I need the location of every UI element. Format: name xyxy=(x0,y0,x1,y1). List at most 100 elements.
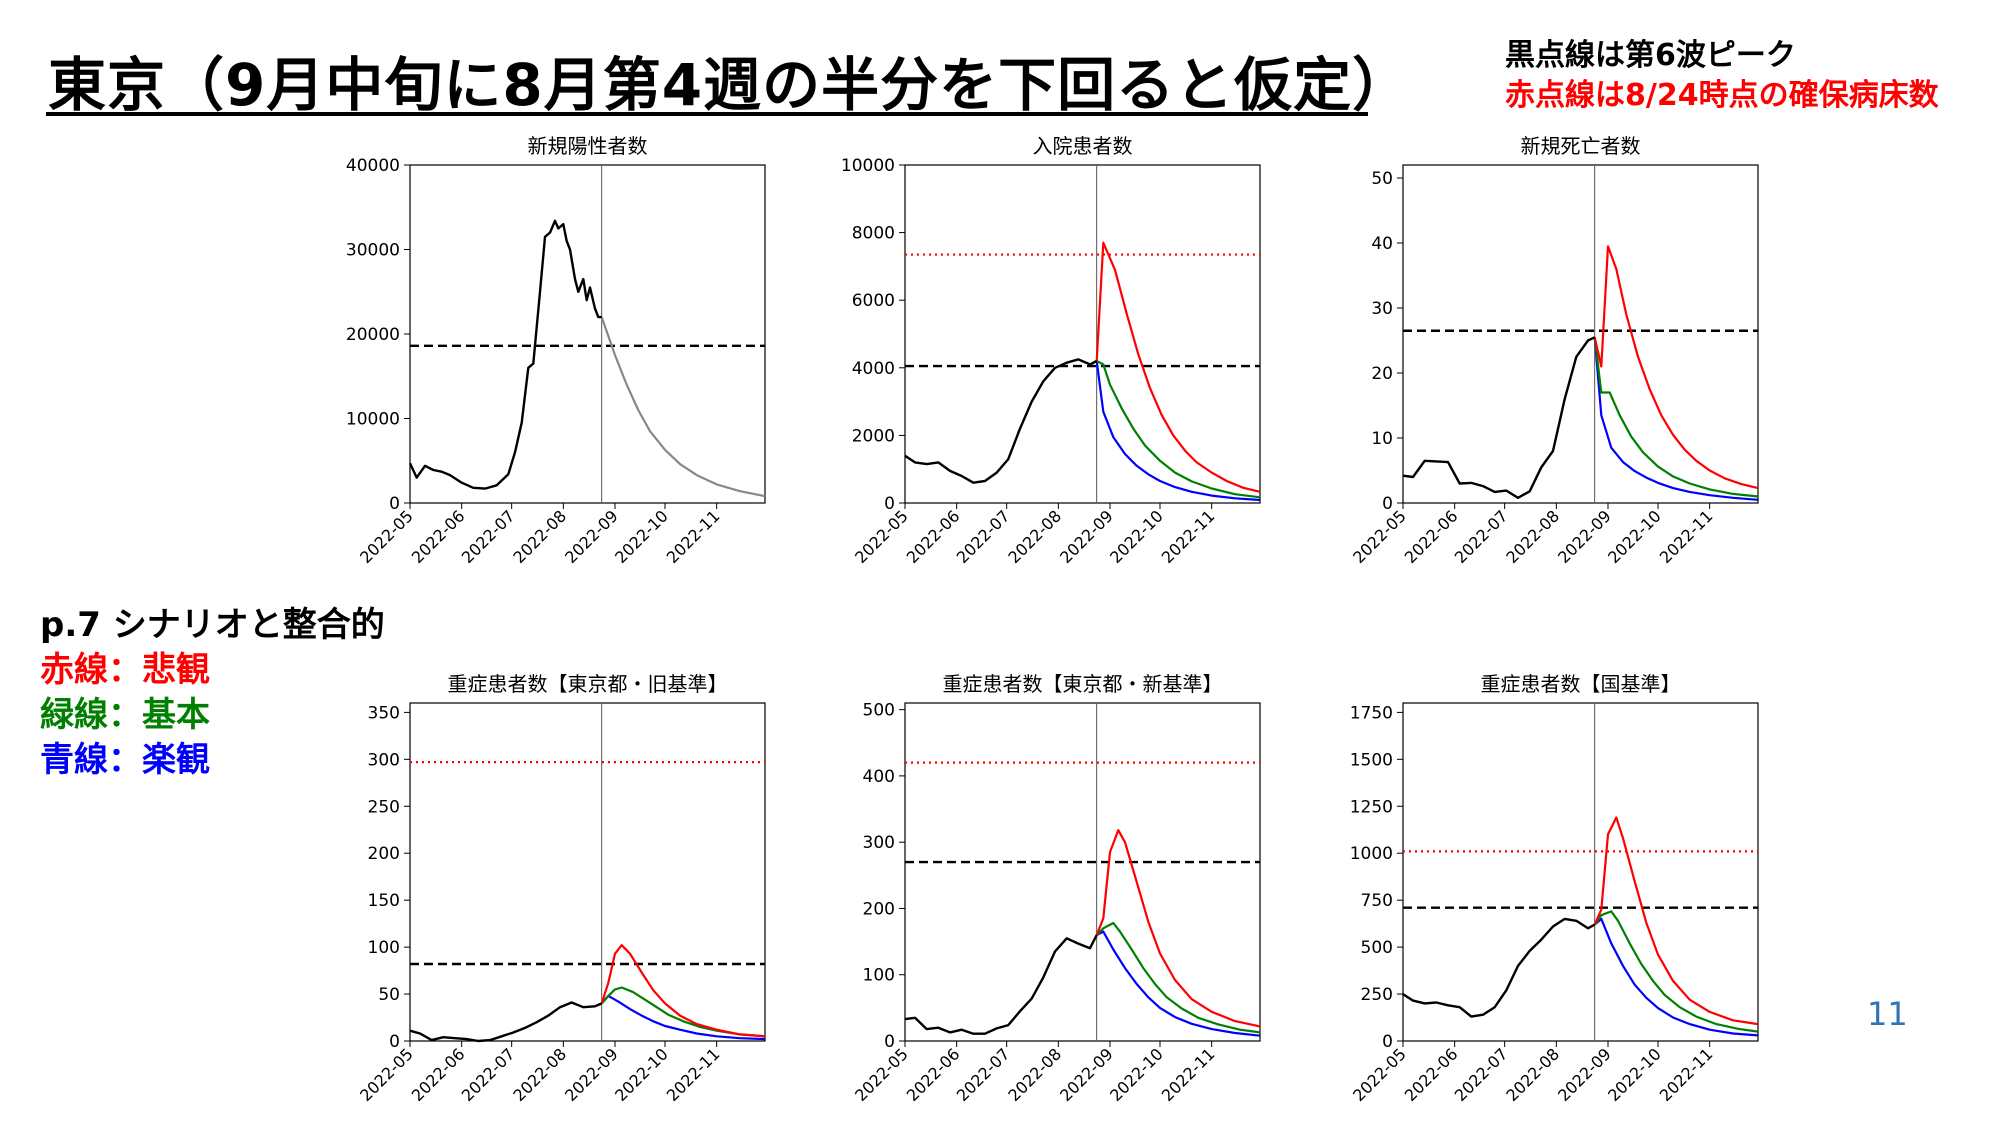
x-tick-label: 2022-06 xyxy=(1401,1044,1462,1105)
y-tick-label: 8000 xyxy=(852,224,895,244)
y-tick-label: 250 xyxy=(1361,985,1393,1005)
y-tick-label: 300 xyxy=(863,833,895,853)
series-optimistic xyxy=(1095,360,1261,502)
y-tick-label: 40000 xyxy=(346,156,400,176)
chart-4: 重症患者数【東京都・旧基準】 0 50 100 150 200 250 300 350 2022-… xyxy=(356,672,766,1105)
x-tick-label: 2022-09 xyxy=(1056,1044,1117,1105)
series-pessimistic xyxy=(1593,245,1759,490)
plot-frame xyxy=(904,702,1261,1042)
chart-5: 重症患者数【東京都・新基準】01002003004005002022-05202… xyxy=(851,672,1261,1105)
x-tick-label: 2022-08 xyxy=(1004,1044,1065,1105)
series-pessimistic xyxy=(1095,829,1261,1028)
x-tick-label: 2022-10 xyxy=(611,1044,672,1105)
x-tick-label: 2022-09 xyxy=(561,1044,622,1105)
x-tick-label: 2022-08 xyxy=(1502,506,1563,567)
y-tick-label: 1000 xyxy=(1350,844,1393,864)
series-optimistic xyxy=(600,994,766,1041)
chart-title: 新規死亡者数 xyxy=(1521,134,1641,158)
x-tick-label: 2022-06 xyxy=(408,1044,469,1105)
x-tick-label: 2022-07 xyxy=(458,1044,519,1105)
y-tick-label: 10000 xyxy=(841,156,895,176)
y-tick-label: 20 xyxy=(1371,364,1393,384)
x-tick-label: 2022-08 xyxy=(1004,506,1065,567)
x-tick-label: 2022-08 xyxy=(509,1044,570,1105)
x-tick-label: 2022-06 xyxy=(1401,506,1462,567)
series-baseline xyxy=(1593,337,1759,498)
y-tick-label: 1750 xyxy=(1350,703,1393,723)
x-tick-label: 2022-11 xyxy=(1158,506,1219,567)
y-tick-label: 10 xyxy=(1371,429,1393,449)
legend-optimistic: 青線：楽観 xyxy=(40,740,210,780)
x-tick-label: 2022-10 xyxy=(1106,506,1167,567)
y-tick-label: 400 xyxy=(863,767,895,787)
plot-frame xyxy=(409,164,766,504)
y-tick-label: 200 xyxy=(368,844,400,864)
series-observed xyxy=(408,219,602,490)
y-tick-label: 250 xyxy=(368,797,400,817)
x-tick-label: 2022-06 xyxy=(903,506,964,567)
y-tick-label: 20000 xyxy=(346,325,400,345)
chart-title: 入院患者数 xyxy=(1033,134,1133,158)
y-tick-label: 0 xyxy=(884,1032,895,1052)
series-optimistic xyxy=(1096,930,1261,1037)
y-tick-label: 1500 xyxy=(1350,750,1393,770)
y-tick-label: 30 xyxy=(1371,299,1393,319)
x-tick-label: 2022-05 xyxy=(356,506,417,567)
x-tick-label: 2022-05 xyxy=(1349,506,1410,567)
series-baseline xyxy=(1095,921,1261,1034)
x-tick-label: 2022-05 xyxy=(356,1044,417,1105)
plot-frame xyxy=(904,164,1261,504)
note-black-dotted: 黒点線は第6波ピーク xyxy=(1505,38,1796,73)
y-tick-label: 0 xyxy=(389,1032,400,1052)
series-pessimistic xyxy=(1593,816,1759,1026)
page-title: 東京（9月中旬に8月第4週の半分を下回ると仮定） xyxy=(48,51,1412,119)
series-observed xyxy=(409,1001,603,1043)
plot-frame xyxy=(1402,702,1759,1042)
x-tick-label: 2022-07 xyxy=(458,506,519,567)
y-tick-label: 500 xyxy=(863,701,895,721)
chart-2: 入院患者数02000400060008000100002022-052022-0… xyxy=(841,134,1261,567)
chart-title: 新規陽性者数 xyxy=(528,134,648,158)
x-tick-label: 2022-07 xyxy=(953,506,1014,567)
chart-1: 新規陽性者数0100002000030000400002022-052022-0… xyxy=(346,134,766,567)
series-optimistic xyxy=(1593,337,1759,501)
legend-heading: p.7 シナリオと整合的 xyxy=(40,605,385,645)
series-observed xyxy=(904,934,1098,1035)
x-tick-label: 2022-07 xyxy=(1451,1044,1512,1105)
y-tick-label: 150 xyxy=(368,891,400,911)
series-observed xyxy=(1402,336,1596,499)
y-tick-label: 100 xyxy=(863,966,895,986)
x-tick-label: 2022-10 xyxy=(1106,1044,1167,1105)
x-tick-label: 2022-11 xyxy=(1656,1044,1717,1105)
x-tick-label: 2022-09 xyxy=(561,506,622,567)
legend-pessimistic: 赤線：悲観 xyxy=(40,650,210,690)
series-observed xyxy=(904,358,1098,484)
y-tick-label: 0 xyxy=(884,494,895,514)
x-tick-label: 2022-07 xyxy=(1451,506,1512,567)
x-tick-label: 2022-11 xyxy=(1656,506,1717,567)
y-tick-label: 0 xyxy=(1382,1032,1393,1052)
chart-title: 重症患者数【東京都・旧基準】 xyxy=(448,672,728,696)
x-tick-label: 2022-08 xyxy=(509,506,570,567)
series-baseline xyxy=(600,986,766,1038)
series-baseline xyxy=(1593,910,1759,1033)
chart-6: 重症患者数【国基準】 0 250 500 750 1000 1250 1500 1750 2022… xyxy=(1349,672,1759,1105)
y-tick-label: 300 xyxy=(368,750,400,770)
x-tick-label: 2022-06 xyxy=(903,1044,964,1105)
x-tick-label: 2022-11 xyxy=(1158,1044,1219,1105)
y-tick-label: 0 xyxy=(1382,494,1393,514)
x-tick-label: 2022-10 xyxy=(611,506,672,567)
y-tick-label: 30000 xyxy=(346,241,400,261)
title-underline xyxy=(46,112,1368,116)
x-tick-label: 2022-11 xyxy=(663,506,724,567)
y-tick-label: 350 xyxy=(368,703,400,723)
y-tick-label: 40 xyxy=(1371,234,1393,254)
series-optimistic xyxy=(1593,917,1759,1037)
series-baseline xyxy=(1096,360,1261,499)
note-red-dotted: 赤点線は8/24時点の確保病床数 xyxy=(1505,78,1939,113)
y-tick-label: 50 xyxy=(1371,169,1393,189)
legend-baseline: 緑線：基本 xyxy=(40,695,210,735)
plot-frame xyxy=(1402,164,1759,504)
y-tick-label: 50 xyxy=(378,985,400,1005)
